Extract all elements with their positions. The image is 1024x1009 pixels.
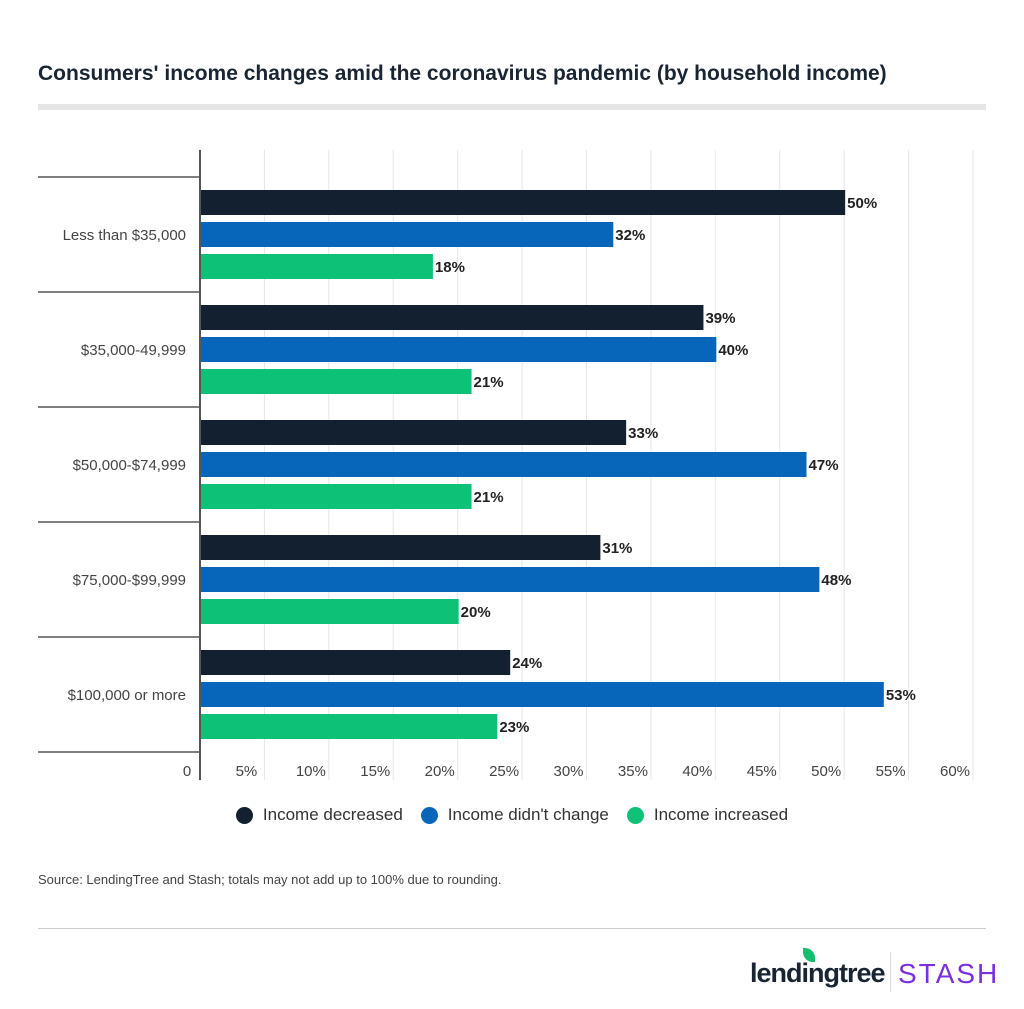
legend-swatch (235, 806, 253, 824)
x-tick-label: 0 (183, 763, 191, 780)
data-label: 32% (615, 227, 645, 244)
bar (201, 222, 614, 247)
data-label: 31% (602, 540, 632, 557)
bar (201, 254, 433, 279)
data-label: 18% (435, 259, 465, 276)
data-label: 21% (474, 374, 504, 391)
data-label: 48% (821, 572, 851, 589)
bar (201, 682, 884, 707)
bar (201, 369, 472, 394)
bar (201, 714, 498, 739)
logo-divider (890, 952, 891, 992)
data-label: 23% (499, 719, 529, 736)
bar (201, 567, 820, 592)
x-tick-label: 15% (360, 763, 390, 780)
legend-swatch (626, 806, 644, 824)
bar (201, 484, 472, 509)
legend-item: Income didn't change (420, 805, 609, 825)
data-label: 50% (847, 195, 877, 212)
category-label: $75,000-$99,999 (73, 572, 186, 589)
bar (201, 535, 601, 560)
x-tick-label: 20% (425, 763, 455, 780)
source-note: Source: LendingTree and Stash; totals ma… (38, 872, 502, 887)
bar (201, 599, 459, 624)
category-label: $100,000 or more (68, 687, 186, 704)
bar (201, 305, 704, 330)
category-label: $50,000-$74,999 (73, 457, 186, 474)
bar (201, 420, 627, 445)
data-label: 53% (886, 687, 916, 704)
data-label: 21% (474, 489, 504, 506)
footer-divider (38, 928, 986, 929)
bar-chart: 0 5% 10% 15% 20% 25% 30% 35% 40% 45% 50% 55% 60% Less… (38, 150, 974, 780)
x-tick-label: 25% (489, 763, 519, 780)
bar (201, 337, 717, 362)
data-label: 33% (628, 425, 658, 442)
data-label: 24% (512, 655, 542, 672)
bar (201, 650, 511, 675)
stash-logo: STASH (898, 958, 1000, 989)
x-tick-label: 10% (296, 763, 326, 780)
data-label: 40% (718, 342, 748, 359)
lendingtree-leaf-icon (803, 948, 815, 962)
x-tick-label: 50% (811, 763, 841, 780)
category-label: Less than $35,000 (63, 227, 186, 244)
bar (201, 190, 846, 215)
legend-label: Income decreased (262, 805, 403, 824)
legend-label: Income didn't change (447, 805, 609, 824)
category-label: $35,000-49,999 (81, 342, 186, 359)
data-label: 39% (705, 310, 735, 327)
legend-item: Income increased (626, 805, 789, 825)
lendingtree-logo: lendingtree (750, 958, 886, 988)
title-divider (38, 104, 986, 110)
x-tick-label: 35% (618, 763, 648, 780)
x-tick-label: 55% (876, 763, 906, 780)
x-tick-label: 60% (940, 763, 970, 780)
legend-label: Income increased (653, 805, 789, 824)
legend-item: Income decreased (235, 805, 403, 825)
legend-swatch (420, 806, 438, 824)
x-tick-label: 40% (682, 763, 712, 780)
x-tick-label: 30% (553, 763, 583, 780)
data-label: 20% (461, 604, 491, 621)
legend: Income decreased Income didn't change Inco… (0, 805, 1024, 825)
x-tick-label: 5% (236, 763, 258, 780)
data-label: 47% (809, 457, 839, 474)
x-tick-label: 45% (747, 763, 777, 780)
bar (201, 452, 807, 477)
chart-title: Consumers' income changes amid the coron… (38, 62, 887, 85)
